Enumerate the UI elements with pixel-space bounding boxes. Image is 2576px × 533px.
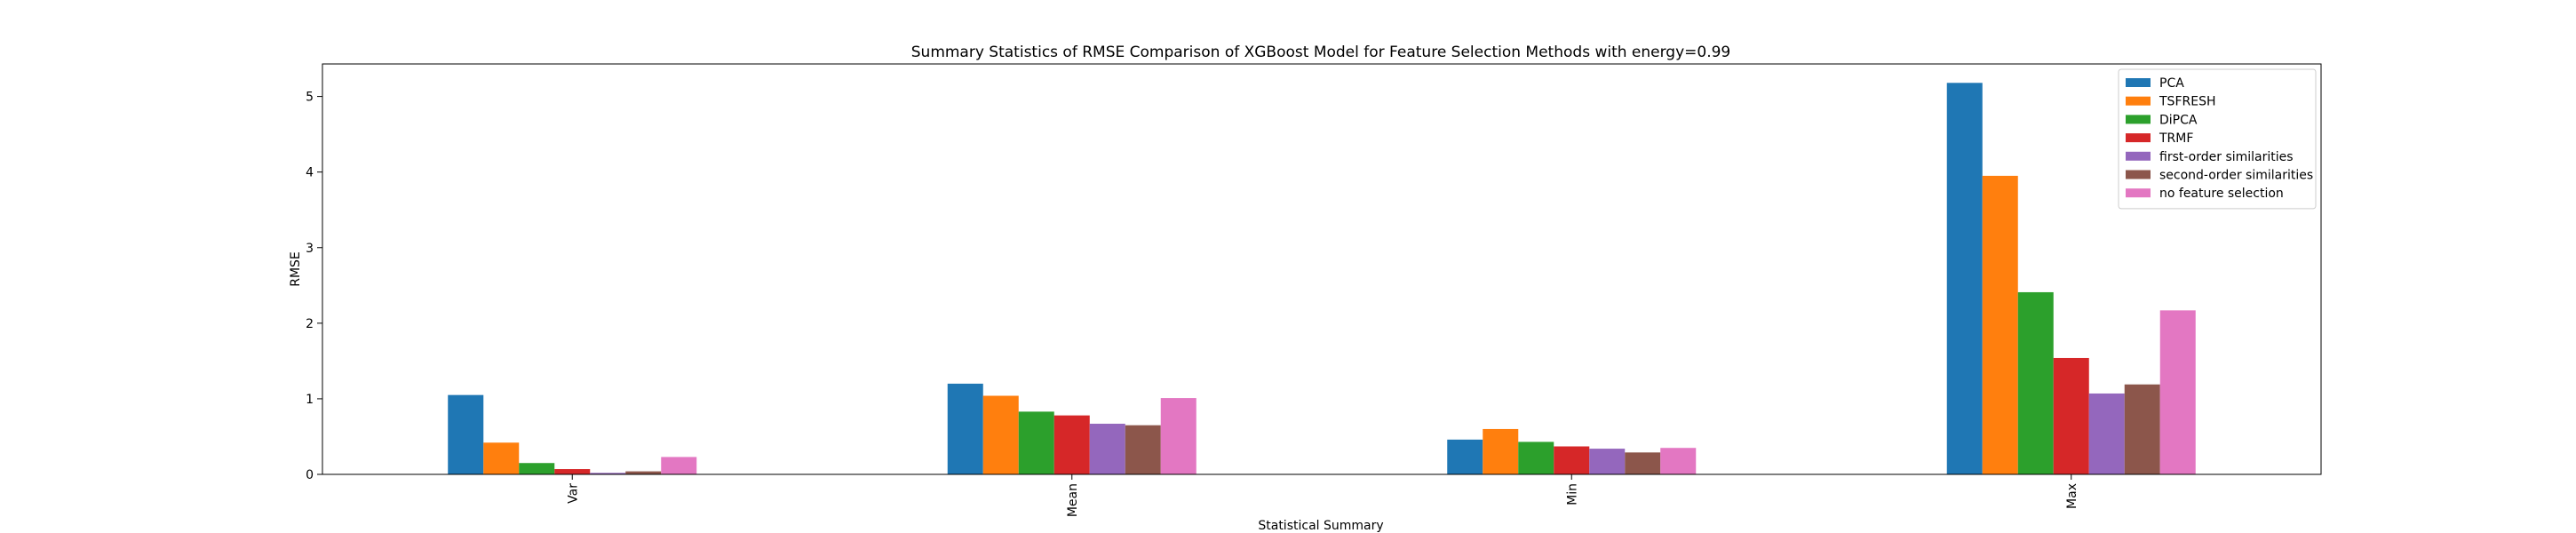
x-tick-label: Mean — [1066, 483, 1080, 517]
bar-min-1 — [1447, 439, 1483, 474]
legend-swatch — [2126, 96, 2151, 106]
y-tick-label: 0 — [306, 468, 314, 482]
bar-mean-2 — [982, 395, 1019, 474]
legend-label: PCA — [2159, 76, 2184, 91]
bar-var-3 — [519, 463, 555, 474]
bar-var-5 — [590, 473, 626, 474]
plot-frame — [322, 63, 2322, 475]
legend: PCA TSFRESH DiPCA TRMF first-order similarit… — [2118, 68, 2317, 210]
bar-mean-6 — [1125, 425, 1161, 474]
bar-min-2 — [1483, 428, 1519, 474]
bar-var-1 — [448, 394, 484, 474]
bar-mean-7 — [1160, 398, 1197, 474]
bar-var-4 — [554, 469, 591, 474]
y-tick-label: 1 — [306, 393, 314, 407]
y-axis-title: RMSE — [289, 251, 303, 287]
y-tick-label: 5 — [306, 91, 314, 105]
legend-label: second-order similarities — [2159, 169, 2313, 183]
bar-max-1 — [1946, 83, 1983, 474]
legend-label: TSFRESH — [2159, 95, 2215, 109]
legend-label: DiPCA — [2159, 113, 2198, 127]
legend-swatch — [2126, 133, 2151, 143]
bar-mean-1 — [947, 383, 983, 474]
x-tick-label: Max — [2065, 483, 2079, 509]
legend-swatch — [2126, 170, 2151, 179]
y-tick-label: 2 — [306, 317, 314, 331]
legend-swatch — [2126, 115, 2151, 124]
bar-max-3 — [2017, 291, 2054, 474]
y-tick-label: 4 — [306, 166, 314, 180]
legend-label: no feature selection — [2159, 187, 2284, 201]
legend-label: first-order similarities — [2159, 150, 2294, 164]
bar-min-5 — [1589, 449, 1626, 474]
bar-mean-4 — [1053, 415, 1090, 474]
bar-var-7 — [661, 457, 697, 474]
bar-max-4 — [2053, 357, 2089, 474]
bar-max-2 — [1982, 175, 2018, 474]
bar-max-7 — [2159, 310, 2196, 474]
y-tick-label: 3 — [306, 242, 314, 256]
x-tick-label: Var — [566, 483, 580, 504]
bars-layer — [448, 83, 2196, 474]
bar-max-6 — [2124, 384, 2160, 474]
axes-layer: Var Mean Min Max 0 1 2 3 4 5 — [306, 91, 2079, 518]
legend-swatch — [2126, 78, 2151, 87]
x-tick-label: Min — [1565, 483, 1579, 505]
legend-swatch — [2126, 151, 2151, 161]
legend-swatch — [2126, 188, 2151, 198]
bar-var-2 — [483, 442, 520, 474]
bar-min-4 — [1554, 446, 1590, 474]
bar-min-6 — [1625, 452, 1661, 474]
x-axis-title: Statistical Summary — [1258, 519, 1383, 533]
legend-label: TRMF — [2159, 131, 2193, 146]
legend-frame — [2118, 68, 2317, 210]
chart-title: Summary Statistics of RMSE Comparison of… — [911, 44, 1731, 61]
bar-mean-3 — [1018, 411, 1054, 474]
bar-min-3 — [1518, 442, 1554, 474]
bar-max-5 — [2088, 393, 2125, 474]
bar-var-6 — [625, 471, 662, 474]
bar-mean-5 — [1089, 423, 1125, 474]
bar-min-7 — [1660, 448, 1697, 474]
